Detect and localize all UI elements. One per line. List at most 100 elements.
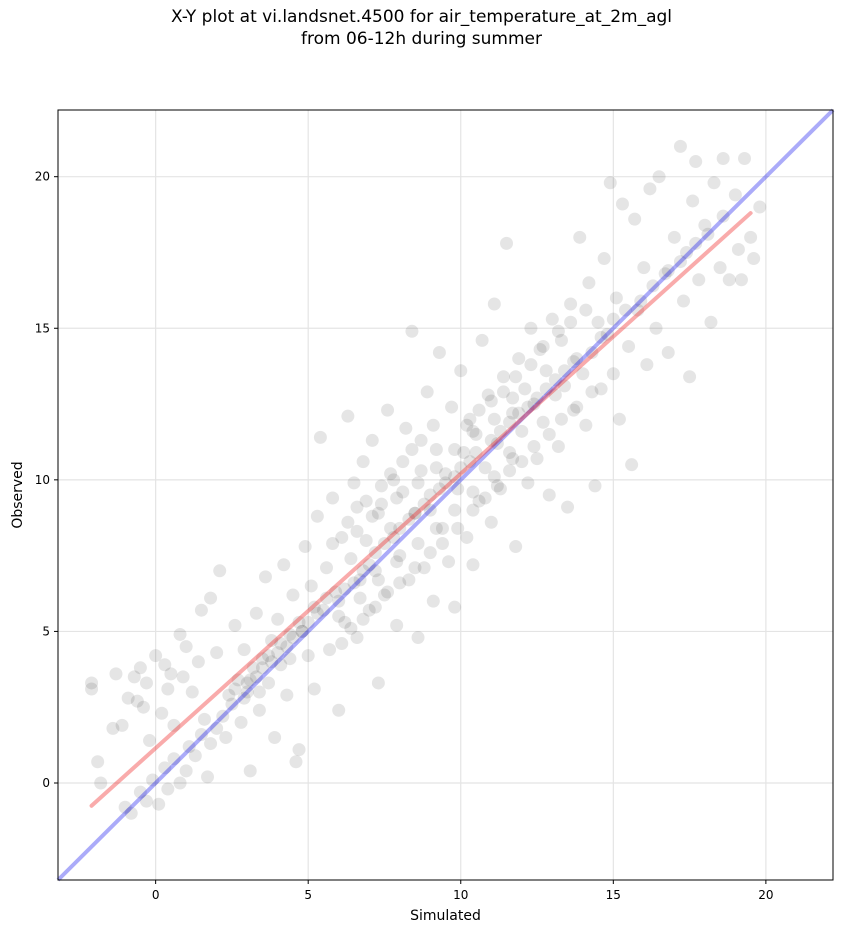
scatter-point <box>146 773 160 787</box>
scatter-point <box>115 718 129 732</box>
scatter-point <box>365 433 379 447</box>
scatter-point <box>182 740 196 754</box>
scatter-point <box>368 600 382 614</box>
scatter-point <box>423 488 437 502</box>
reference-lines <box>56 108 835 882</box>
scatter-point <box>539 382 553 396</box>
scatter-point <box>371 506 385 520</box>
scatter-point <box>371 676 385 690</box>
scatter-point <box>472 403 486 417</box>
scatter-point <box>289 755 303 769</box>
scatter-point <box>548 373 562 387</box>
scatter-point <box>646 279 660 293</box>
scatter-point <box>728 188 742 202</box>
scatter-point <box>536 415 550 429</box>
scatter-point <box>551 439 565 453</box>
scatter-point <box>85 682 99 696</box>
scatter-point <box>313 430 327 444</box>
scatter-point <box>85 676 99 690</box>
scatter-point <box>136 700 150 714</box>
scatter-point <box>484 515 498 529</box>
scatter-point <box>332 703 346 717</box>
scatter-point <box>490 479 504 493</box>
scatter-point <box>94 776 108 790</box>
scatter-point <box>280 640 294 654</box>
scatter-point <box>439 467 452 481</box>
scatter-point <box>567 403 581 417</box>
y-tick-label: 0 <box>42 776 50 790</box>
scatter-point <box>320 561 334 575</box>
scatter-point <box>734 273 748 287</box>
scatter-point <box>173 627 187 641</box>
scatter-point <box>545 312 559 326</box>
scatter-point <box>243 764 257 778</box>
scatter-point <box>423 503 437 517</box>
scatter-point <box>448 503 462 517</box>
scatter-point <box>347 476 361 490</box>
chart-title-line-2: from 06-12h during summer <box>301 29 542 49</box>
scatter-point <box>353 591 367 605</box>
scatter-point <box>320 591 334 605</box>
scatter-point <box>716 152 730 166</box>
scatter-point <box>414 433 428 447</box>
scatter-point <box>335 637 349 651</box>
scatter-point <box>396 485 410 499</box>
scatter-point <box>731 242 745 256</box>
scatter-point <box>503 415 517 429</box>
scatter-point <box>484 394 498 408</box>
scatter-point <box>326 537 340 551</box>
scatter-point <box>374 497 388 511</box>
scatter-point <box>210 646 224 660</box>
scatter-point <box>307 682 321 696</box>
scatter-point <box>496 385 510 399</box>
scatter-point <box>408 506 422 520</box>
scatter-point <box>448 443 462 457</box>
scatter-point <box>310 606 324 620</box>
x-tick-label: 10 <box>453 888 468 902</box>
scatter-point <box>362 603 376 617</box>
scatter-point <box>127 670 141 684</box>
scatter-point <box>265 655 279 669</box>
scatter-point <box>493 482 507 496</box>
scatter-point <box>91 755 105 769</box>
scatter-point <box>652 170 666 184</box>
scatter-point <box>219 731 233 745</box>
scatter-point <box>368 546 382 560</box>
scatter-point <box>478 491 492 505</box>
scatter-point <box>377 588 391 602</box>
scatter-point <box>515 424 529 438</box>
scatter-point <box>426 594 440 608</box>
scatter-point <box>109 667 123 681</box>
axis-ticks: 0 5 10 15 20 0 5 10 15 20 <box>35 170 774 902</box>
scatter-point <box>429 443 443 457</box>
scatter-point <box>448 470 462 484</box>
scatter-point <box>661 346 675 360</box>
scatter-point <box>262 676 276 690</box>
scatter-point <box>582 276 596 290</box>
y-tick-label: 15 <box>35 321 50 335</box>
scatter-point <box>356 455 370 469</box>
scatter-point <box>588 479 602 493</box>
x-tick-label: 15 <box>606 888 621 902</box>
scatter-point <box>451 482 465 496</box>
scatter-point <box>554 412 568 426</box>
scatter-point <box>393 549 407 563</box>
scatter-point <box>475 333 489 347</box>
scatter-point <box>747 252 761 266</box>
scatter-point <box>432 482 446 496</box>
scatter-point <box>622 339 636 353</box>
scatter-point <box>332 609 346 623</box>
scatter-point <box>680 245 694 259</box>
scatter-point <box>469 446 483 460</box>
scatter-point <box>228 618 242 632</box>
scatter-point <box>405 324 419 338</box>
scatter-point <box>191 655 205 669</box>
scatter-point <box>194 727 208 741</box>
scatter-point <box>628 212 642 226</box>
scatter-point <box>368 564 382 578</box>
scatter-point <box>173 776 187 790</box>
scatter-point <box>585 385 599 399</box>
scatter-point <box>448 600 462 614</box>
scatter-point <box>619 303 633 317</box>
scatter-point <box>402 512 416 526</box>
